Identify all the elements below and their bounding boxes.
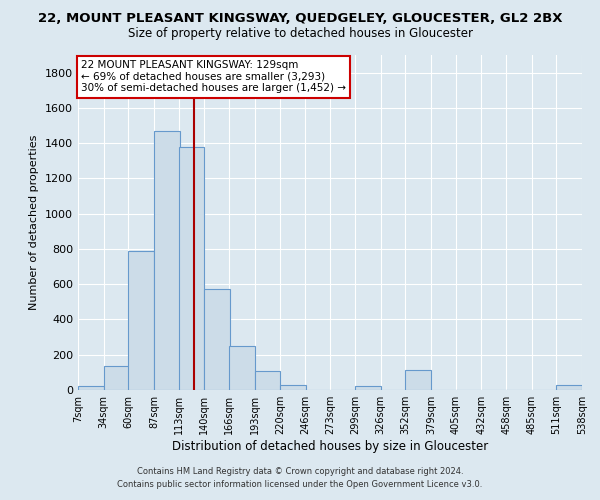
Bar — [179, 146, 204, 390]
Bar — [280, 384, 306, 390]
Bar — [104, 366, 129, 390]
Text: 22 MOUNT PLEASANT KINGSWAY: 129sqm
← 69% of detached houses are smaller (3,293)
: 22 MOUNT PLEASANT KINGSWAY: 129sqm ← 69%… — [81, 60, 346, 94]
Bar — [78, 386, 104, 390]
Bar — [355, 386, 381, 390]
Bar — [254, 370, 280, 390]
Bar — [556, 384, 582, 390]
Text: Contains HM Land Registry data © Crown copyright and database right 2024.
Contai: Contains HM Land Registry data © Crown c… — [118, 468, 482, 489]
Y-axis label: Number of detached properties: Number of detached properties — [29, 135, 40, 310]
Bar — [204, 288, 230, 390]
Bar — [229, 346, 254, 390]
Bar — [154, 131, 179, 390]
X-axis label: Distribution of detached houses by size in Gloucester: Distribution of detached houses by size … — [172, 440, 488, 453]
Bar — [406, 370, 431, 390]
Text: Size of property relative to detached houses in Gloucester: Size of property relative to detached ho… — [128, 28, 473, 40]
Text: 22, MOUNT PLEASANT KINGSWAY, QUEDGELEY, GLOUCESTER, GL2 2BX: 22, MOUNT PLEASANT KINGSWAY, QUEDGELEY, … — [38, 12, 562, 26]
Bar — [128, 250, 154, 390]
